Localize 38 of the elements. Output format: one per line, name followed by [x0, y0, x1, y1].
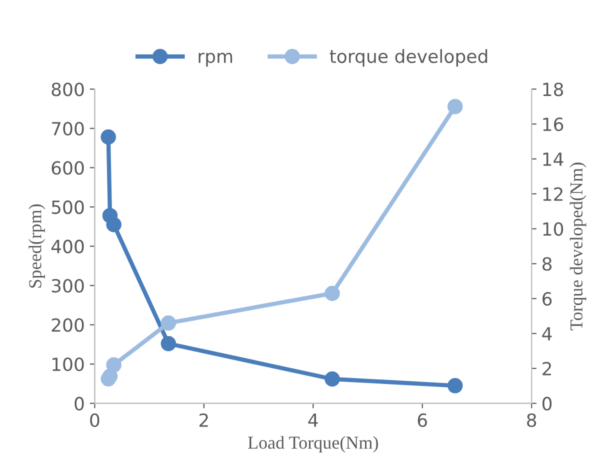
x-tick-label: 8 [527, 413, 536, 428]
y2-tick-label: 10 [543, 222, 564, 236]
y-tick-label: 800 [52, 82, 84, 96]
point [447, 378, 463, 394]
y-tick-label: 200 [52, 318, 84, 332]
point [100, 129, 116, 145]
legend-label: rpm [198, 52, 232, 67]
x-axis-title: Load Torque(Nm) [248, 436, 378, 452]
y-tick-label: 300 [52, 278, 84, 293]
y2-tick-label: 18 [543, 82, 564, 96]
y2-tick-label: 12 [543, 187, 562, 201]
y2-tick-label: 14 [543, 152, 564, 166]
x-tick-label: 0 [90, 413, 100, 428]
point [160, 315, 176, 331]
y2-tick-label: 0 [542, 396, 552, 410]
legend-label: torque developed [330, 49, 488, 67]
y2-tick-label: 16 [543, 117, 564, 132]
y2-tick-label: 6 [542, 292, 552, 306]
y2-tick-label: 2 [542, 362, 551, 376]
y-tick-label: 600 [52, 161, 84, 175]
y-tick-label: 0 [74, 396, 84, 410]
x-tick-label: 4 [308, 414, 318, 427]
y-axis-title: Speed(rpm) [28, 204, 45, 288]
y2-axis-title: Torque developed(Nm) [570, 162, 586, 330]
y-tick-label: 100 [52, 358, 84, 372]
y-tick-label: 400 [51, 240, 84, 254]
point [106, 357, 122, 373]
y-tick-label: 500 [52, 200, 84, 214]
point [324, 286, 340, 301]
y2-tick-label: 8 [542, 257, 552, 271]
point [324, 371, 340, 387]
y2-tick-label: 4 [542, 327, 552, 340]
point [447, 98, 463, 114]
point [160, 336, 176, 352]
y-tick-label: 700 [52, 122, 84, 136]
point [106, 216, 122, 232]
x-tick-label: 2 [200, 413, 208, 427]
x-tick-label: 6 [418, 413, 427, 428]
